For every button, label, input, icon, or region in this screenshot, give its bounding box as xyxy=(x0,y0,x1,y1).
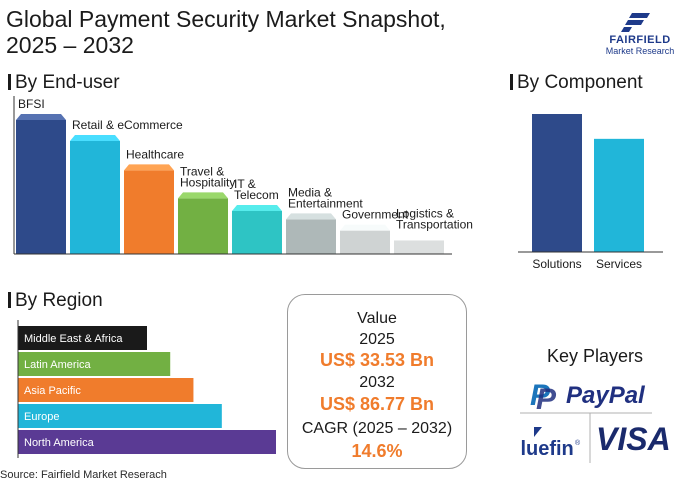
paypal-logo: P P PayPal xyxy=(530,379,646,416)
bar-cap-5 xyxy=(286,213,336,220)
region-bar-3 xyxy=(18,404,222,428)
bar-services xyxy=(594,138,644,252)
cagr-value: 14.6% xyxy=(351,441,403,461)
bar-label-6: Government xyxy=(342,208,409,222)
bar-label-2: Healthcare xyxy=(126,147,184,161)
bar-label-services: Services xyxy=(596,257,642,271)
bar-cap-3 xyxy=(178,192,228,199)
heading-marker xyxy=(510,74,513,90)
value-label: Value xyxy=(357,310,397,327)
logo-name: FAIRFIELD xyxy=(609,34,671,46)
svg-text:P: P xyxy=(536,383,557,416)
region-bar-1 xyxy=(18,352,171,376)
svg-text:P: P xyxy=(530,379,551,412)
fairfield-logo-mark-icon xyxy=(621,13,650,32)
bar-cap-6 xyxy=(340,224,390,231)
bar-7 xyxy=(394,240,444,254)
year-2032: 2032 xyxy=(359,374,395,391)
bar-3 xyxy=(178,198,228,254)
bar-1 xyxy=(70,141,120,254)
bar-0 xyxy=(16,120,66,254)
bar-cap-2 xyxy=(124,164,174,171)
cagr-label: CAGR (2025 – 2032) xyxy=(301,420,453,437)
region-label-2: Asia Pacific xyxy=(24,385,81,397)
page-title: Global Payment Security Market Snapshot,… xyxy=(6,6,566,58)
value-2032: US$ 86.77 Bn xyxy=(319,394,435,414)
bar-label-solutions: Solutions xyxy=(532,257,581,271)
bluefin-wordmark: Bluefin xyxy=(520,438,574,460)
bar-label-5: Media & Entertainment xyxy=(288,185,363,210)
heading-marker xyxy=(8,74,11,90)
key-players-title: Key Players xyxy=(546,346,644,366)
bluefin-logo: Bluefin ® xyxy=(520,427,581,460)
heading-marker xyxy=(8,292,11,308)
source-note: Source: Fairfield Market Reserach xyxy=(0,469,167,481)
end-user-heading-label: By End-user xyxy=(15,72,120,93)
bar-cap-4 xyxy=(232,205,282,211)
bar-cap-1 xyxy=(70,135,120,141)
region-label-4: North America xyxy=(24,437,95,449)
bar-solutions xyxy=(532,114,582,252)
component-heading: By Component xyxy=(510,72,643,94)
bar-label-4: IT & Telecom xyxy=(234,177,279,202)
bar-label-3: Travel & Hospitality xyxy=(180,164,235,189)
region-bar-4 xyxy=(18,430,276,454)
year-2025: 2025 xyxy=(359,331,395,348)
component-heading-label: By Component xyxy=(517,72,643,93)
bar-label-7: Logistics & Transportation xyxy=(396,206,473,231)
end-user-chart: BFSI Retail & eCommerce Healthcare Travel &… xyxy=(13,96,473,255)
key-players-logos: P P PayPal Bluefin ® VISA xyxy=(520,379,671,463)
component-chart: Solutions Services xyxy=(518,114,663,271)
region-label-3: Europe xyxy=(24,411,59,423)
region-bar-2 xyxy=(18,378,194,402)
bar-cap-0 xyxy=(16,114,66,120)
bar-2 xyxy=(124,170,174,254)
bar-5 xyxy=(286,219,336,254)
visa-logo: VISA xyxy=(596,421,671,457)
bar-label-1: Retail & eCommerce xyxy=(72,118,183,132)
bar-4 xyxy=(232,211,282,254)
region-label-1: Latin America xyxy=(24,359,92,371)
paypal-wordmark: PayPal xyxy=(566,382,646,409)
bar-cap-7 xyxy=(394,234,444,241)
region-bar-0 xyxy=(18,326,147,350)
bar-label-0: BFSI xyxy=(18,97,45,111)
bar-6 xyxy=(340,230,390,254)
region-heading: By Region xyxy=(8,290,103,312)
fairfield-logo: FAIRFIELD Market Research xyxy=(592,10,688,58)
region-chart: Middle East & Africa Latin America Asia Pa… xyxy=(17,320,276,458)
bluefin-registered-mark: ® xyxy=(575,439,581,447)
value-2025: US$ 33.53 Bn xyxy=(319,350,435,370)
title-line-2: 2025 – 2032 xyxy=(6,32,134,58)
bluefin-mark-icon xyxy=(534,427,542,437)
paypal-mark-icon: P P xyxy=(530,379,557,416)
title-line-1: Global Payment Security Market Snapshot, xyxy=(6,6,446,32)
region-heading-label: By Region xyxy=(15,290,103,311)
region-label-0: Middle East & Africa xyxy=(24,333,123,345)
logo-sub: Market Research xyxy=(605,46,675,56)
market-value-box: Value 2025 US$ 33.53 Bn 2032 US$ 86.77 B… xyxy=(287,294,467,469)
end-user-heading: By End-user xyxy=(8,72,120,94)
